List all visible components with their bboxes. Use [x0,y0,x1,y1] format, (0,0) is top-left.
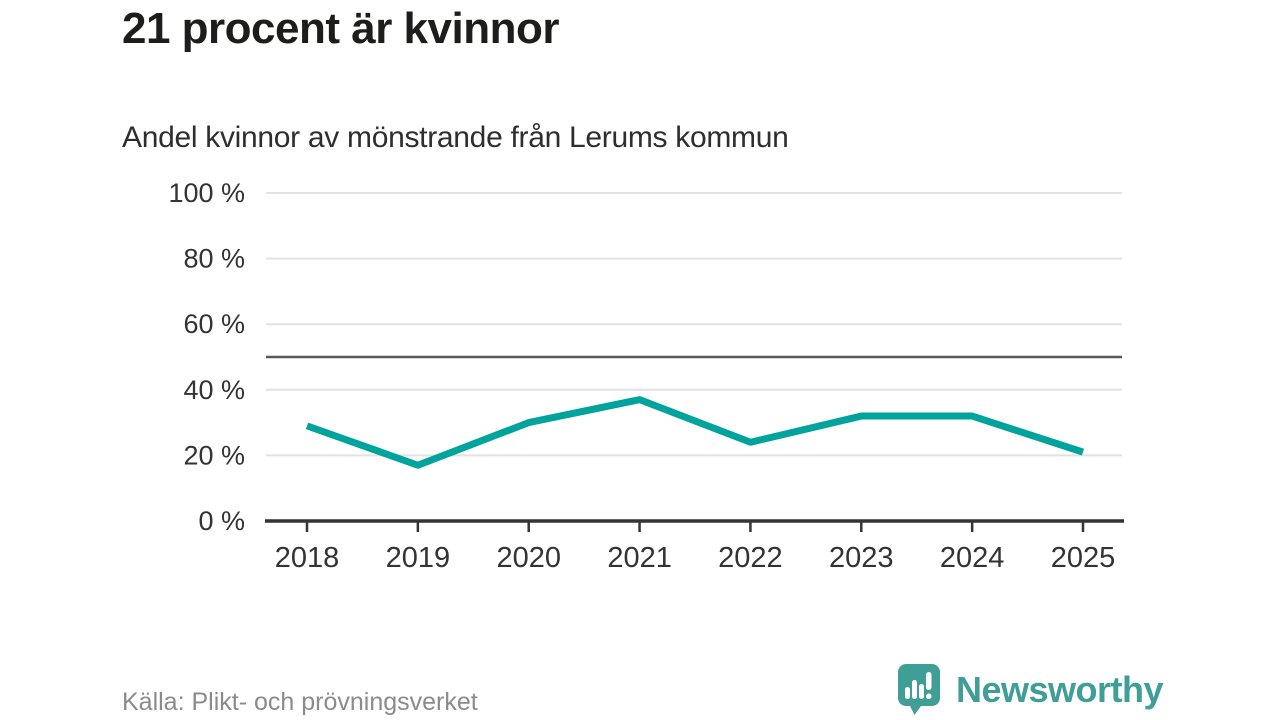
x-tick-label: 2019 [386,542,451,574]
x-tick-label: 2023 [829,542,894,574]
brand-wordmark: Newsworthy [956,669,1164,710]
brand-logo: Newsworthy [898,664,1164,716]
y-tick-label: 100 % [168,178,245,208]
source-note: Källa: Plikt- och prövningsverket [122,688,478,716]
x-tick-label: 2022 [718,542,783,574]
data-line-andel-kvinnor-av-mönstrande [305,396,1085,469]
x-tick-label: 2018 [275,542,340,574]
y-tick-label: 60 % [183,309,245,339]
exclamation-dot [926,693,932,699]
x-tick-label: 2020 [496,542,561,574]
exclamation-line [926,672,932,690]
y-tick-label: 20 % [183,440,245,470]
bar-3 [919,684,924,699]
page-title: 21 procent är kvinnor [122,4,559,53]
x-tick-label: 2025 [1051,542,1116,574]
y-tick-label: 0 % [198,506,245,536]
bar-2 [912,680,917,699]
x-tick-label: 2024 [940,542,1005,574]
chart-subtitle: Andel kvinnor av mönstrande från Lerums … [122,121,789,154]
y-tick-label: 80 % [183,244,245,274]
x-tick-label: 2021 [607,542,672,574]
bar-1 [905,687,910,699]
y-tick-label: 40 % [183,375,245,405]
newsworthy-logo-icon [898,664,940,715]
